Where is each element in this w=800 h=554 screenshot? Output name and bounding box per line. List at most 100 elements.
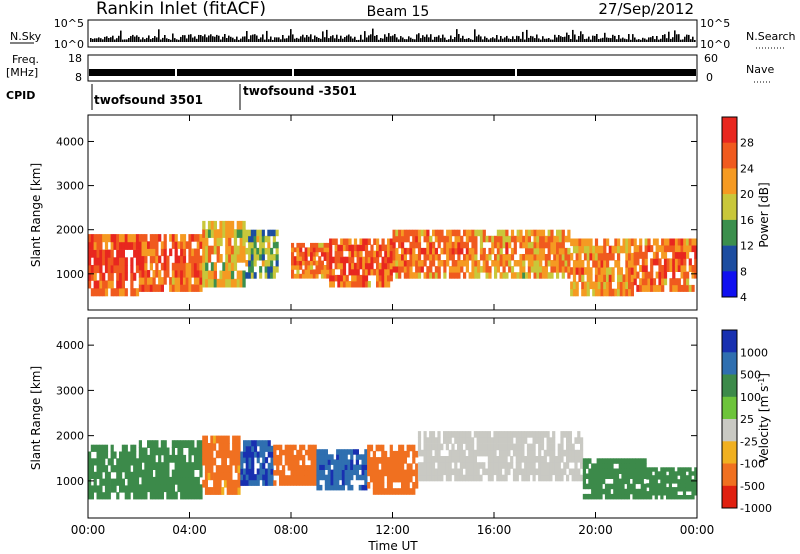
data-cell [398,260,402,267]
data-cell [510,456,514,463]
data-cell [557,443,561,451]
data-cell [539,260,543,267]
data-cell [661,284,665,292]
data-cell [454,260,458,267]
data-cell [432,241,436,249]
data-cell [488,254,492,261]
data-cell [240,479,244,486]
data-cell [341,474,345,481]
data-cell [302,454,306,461]
data-cell [202,220,206,230]
data-cell [155,469,159,478]
data-cell [459,443,463,451]
data-cell [560,449,564,457]
nsky-bar [660,38,662,42]
data-cell [364,454,368,460]
data-cell [571,456,575,463]
data-cell [348,262,352,270]
data-cell [527,247,531,255]
data-cell [149,234,153,242]
nsky-panel: N.Sky 10^5 10^0 10^5 10^0 N.Search [10,17,796,51]
nsky-bar [564,36,566,42]
data-cell [133,458,137,466]
data-cell [521,468,525,476]
x-tick-label: 00:00 [71,523,106,537]
data-cell [518,468,522,476]
data-cell [361,454,365,460]
data-cell [581,260,585,268]
data-cell [342,238,347,245]
data-cell [329,281,333,288]
data-cell [643,458,647,464]
data-cell [375,463,379,470]
data-cell [572,238,577,247]
data-cell [367,238,371,245]
data-cell [301,260,305,266]
data-cell [296,269,300,275]
data-cell [296,475,300,481]
data-cell [273,454,277,461]
data-cell [270,247,274,255]
colorbar-swatch [722,485,737,509]
data-cell [336,449,340,455]
data-cell [660,467,664,472]
data-cell [536,229,540,237]
data-cell [672,251,676,259]
data-cell [169,248,173,257]
data-cell [185,241,189,249]
data-cell [674,278,679,286]
data-cell [582,493,586,500]
data-cell [515,443,519,451]
data-cell [267,468,271,475]
data-cell [680,467,684,472]
data-cell [463,260,467,267]
data-cell [603,274,607,282]
data-cell [196,248,200,257]
data-cell [169,454,173,463]
nsky-bar [158,29,160,42]
data-cell [334,250,338,258]
data-cell [606,288,610,297]
data-cell [639,251,643,259]
data-cell [581,288,585,297]
data-cell [487,474,491,482]
data-cell [144,241,148,249]
data-cell [315,273,319,279]
data-cell [529,468,533,476]
nsky-bar [348,34,350,42]
data-cell [326,273,330,279]
data-cell [316,474,320,481]
data-cell [158,491,162,500]
data-cell [107,280,111,289]
data-cell [196,454,200,463]
data-cell [434,449,438,457]
data-cell [310,449,314,456]
data-cell [232,443,236,451]
data-cell [591,473,595,479]
nsky-bar [604,32,606,42]
nsky-bar [430,34,432,42]
data-cell [691,483,695,488]
data-cell [262,474,266,481]
data-cell [193,476,198,485]
data-cell [250,241,254,249]
data-cell [356,250,360,258]
nsky-bar [408,36,410,42]
data-cell [119,458,123,466]
nsky-bar [650,37,652,42]
data-cell [510,437,514,444]
data-cell [536,254,540,261]
data-cell [267,445,271,452]
data-cell [652,284,657,292]
data-cell [543,468,547,476]
data-cell [381,281,385,288]
data-cell [448,437,452,444]
data-cell [487,468,491,476]
data-cell [488,247,492,255]
data-cell [661,251,665,259]
data-cell [215,472,219,481]
data-cell [451,431,455,438]
data-cell [364,268,369,276]
nsky-bar [234,39,236,42]
data-cell [536,266,540,273]
